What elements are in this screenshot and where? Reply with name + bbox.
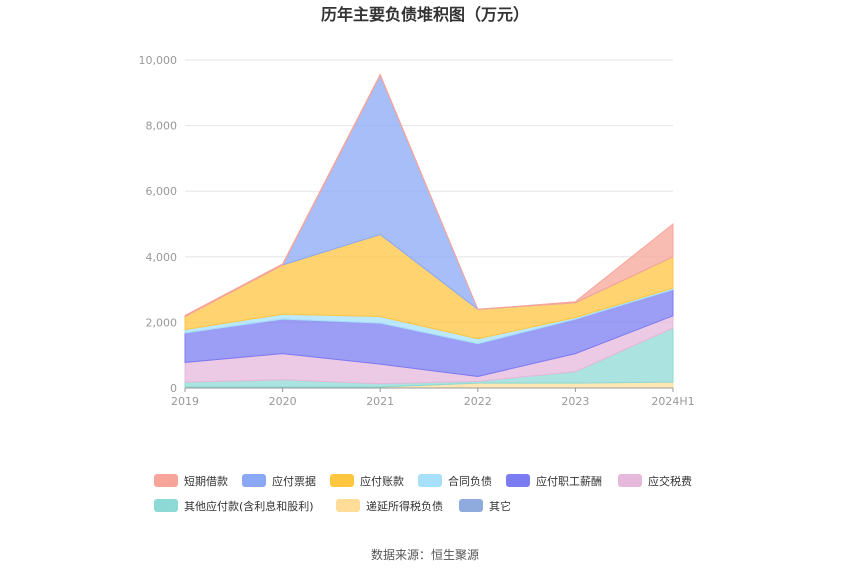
x-tick-label: 2022 (464, 395, 492, 408)
legend-swatch (330, 474, 354, 487)
legend-label: 应付账款 (360, 474, 404, 488)
legend-swatch (242, 474, 266, 487)
x-tick-label: 2021 (366, 395, 394, 408)
legend-label: 应付职工薪酬 (536, 474, 602, 488)
area-layers (184, 73, 674, 389)
legend-label: 应付票据 (272, 474, 316, 488)
legend-item[interactable]: 短期借款 (154, 474, 228, 488)
legend-item[interactable]: 应付职工薪酬 (506, 474, 602, 488)
legend-item[interactable]: 递延所得税负债 (336, 499, 443, 513)
legend-swatch (336, 499, 360, 512)
x-tick-label: 2024H1 (651, 395, 694, 408)
data-source: 数据来源：恒生聚源 (371, 547, 479, 562)
legend-item[interactable]: 应付账款 (330, 474, 404, 488)
legend-swatch (418, 474, 442, 487)
legend-label: 递延所得税负债 (366, 499, 443, 513)
area-series (184, 73, 674, 318)
legend-swatch (506, 474, 530, 487)
y-tick-label: 10,000 (139, 54, 178, 67)
y-tick-label: 8,000 (146, 120, 178, 133)
y-tick-label: 0 (170, 382, 177, 395)
legend-swatch (618, 474, 642, 487)
legend-label: 应交税费 (648, 474, 692, 488)
legend-label: 其他应付款(含利息和股利) (184, 499, 314, 513)
y-tick-label: 2,000 (146, 316, 178, 329)
x-tick-label: 2020 (269, 395, 297, 408)
legend-item[interactable]: 其它 (459, 499, 511, 513)
legend-label: 短期借款 (184, 474, 228, 488)
legend-item[interactable]: 合同负债 (418, 474, 492, 488)
legend-label: 其它 (489, 499, 511, 513)
legend-swatch (154, 474, 178, 487)
legend-swatch (154, 499, 178, 512)
legend-swatch (459, 499, 483, 512)
legend-item[interactable]: 应付票据 (242, 474, 316, 488)
legend-item[interactable]: 应交税费 (618, 474, 692, 488)
legend-item[interactable]: 其他应付款(含利息和股利) (154, 499, 314, 513)
y-tick-label: 4,000 (146, 251, 178, 264)
x-tick-label: 2019 (171, 395, 199, 408)
x-tick-label: 2023 (561, 395, 589, 408)
legend-label: 合同负债 (448, 474, 492, 488)
axes: 0 2,000 4,000 6,000 8,000 10,000 2019 2020 2021 2… (139, 54, 695, 408)
chart-title: 历年主要负债堆积图（万元） (321, 5, 529, 24)
y-tick-label: 6,000 (146, 185, 178, 198)
